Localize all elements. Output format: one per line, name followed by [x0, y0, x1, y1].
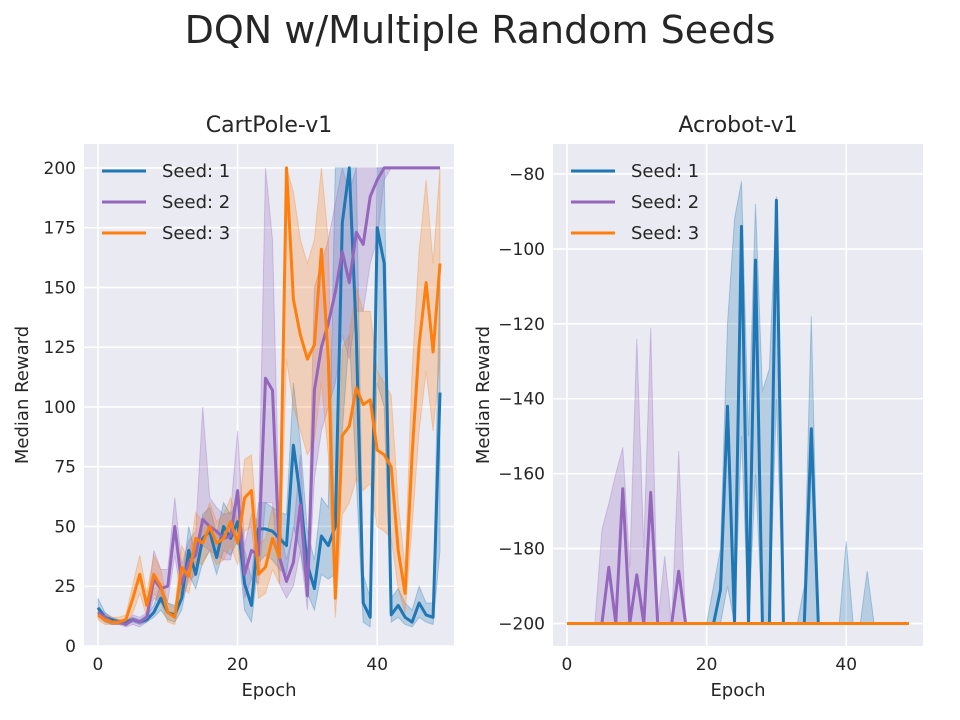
x-tick-label: 40: [835, 655, 857, 675]
y-tick-label: 50: [54, 517, 76, 537]
x-tick-label: 40: [366, 655, 388, 675]
x-axis-label: Epoch: [241, 680, 296, 701]
x-tick-label: 20: [696, 655, 718, 675]
y-tick-label: 175: [44, 219, 76, 239]
legend-label-seed-2: Seed: 2: [631, 192, 699, 213]
panel-title: CartPole-v1: [206, 113, 332, 138]
y-tick-label: 0: [65, 637, 76, 657]
legend-label-seed-1: Seed: 1: [631, 161, 699, 182]
chart-panel-2: −200 −180 −160 −140 −120 −100 −80 0 20 40 Seed: 1 S…: [473, 113, 923, 701]
y-tick-label: −200: [498, 615, 545, 635]
y-tick-label: 75: [54, 458, 76, 478]
y-tick-label: −140: [498, 390, 545, 410]
figure-title: DQN w/Multiple Random Seeds: [184, 8, 776, 52]
y-tick-label: −120: [498, 315, 545, 335]
y-tick-label: 25: [54, 577, 76, 597]
y-tick-label: 100: [44, 398, 76, 418]
series-line-seed-3: [97, 166, 442, 624]
x-tick-label: 0: [93, 655, 104, 675]
x-tick-label: 20: [227, 655, 249, 675]
y-tick-label: 150: [44, 278, 76, 298]
x-axis-label: Epoch: [710, 680, 765, 701]
y-axis-label: Median Reward: [12, 326, 33, 464]
y-tick-label: −80: [509, 165, 545, 185]
legend-label-seed-3: Seed: 3: [162, 223, 230, 244]
series-line-seed-1: [96, 166, 442, 624]
legend-label-seed-2: Seed: 2: [162, 192, 230, 213]
y-tick-label: 200: [44, 159, 76, 179]
y-tick-label: −180: [498, 540, 545, 560]
series-line-seed-2: [97, 166, 440, 626]
panel-title: Acrobot-v1: [678, 113, 797, 138]
y-tick-label: −100: [498, 240, 545, 260]
y-tick-label: −160: [498, 465, 545, 485]
chart-panel-1: 0 25 50 75 100 125 150 175 200 0 20 40 Seed: 1 Seed: …: [12, 113, 454, 701]
legend-label-seed-1: Seed: 1: [162, 161, 230, 182]
y-tick-label: 125: [44, 338, 76, 358]
x-tick-label: 0: [562, 655, 573, 675]
y-axis-label: Median Reward: [473, 326, 494, 464]
legend-label-seed-3: Seed: 3: [631, 223, 699, 244]
